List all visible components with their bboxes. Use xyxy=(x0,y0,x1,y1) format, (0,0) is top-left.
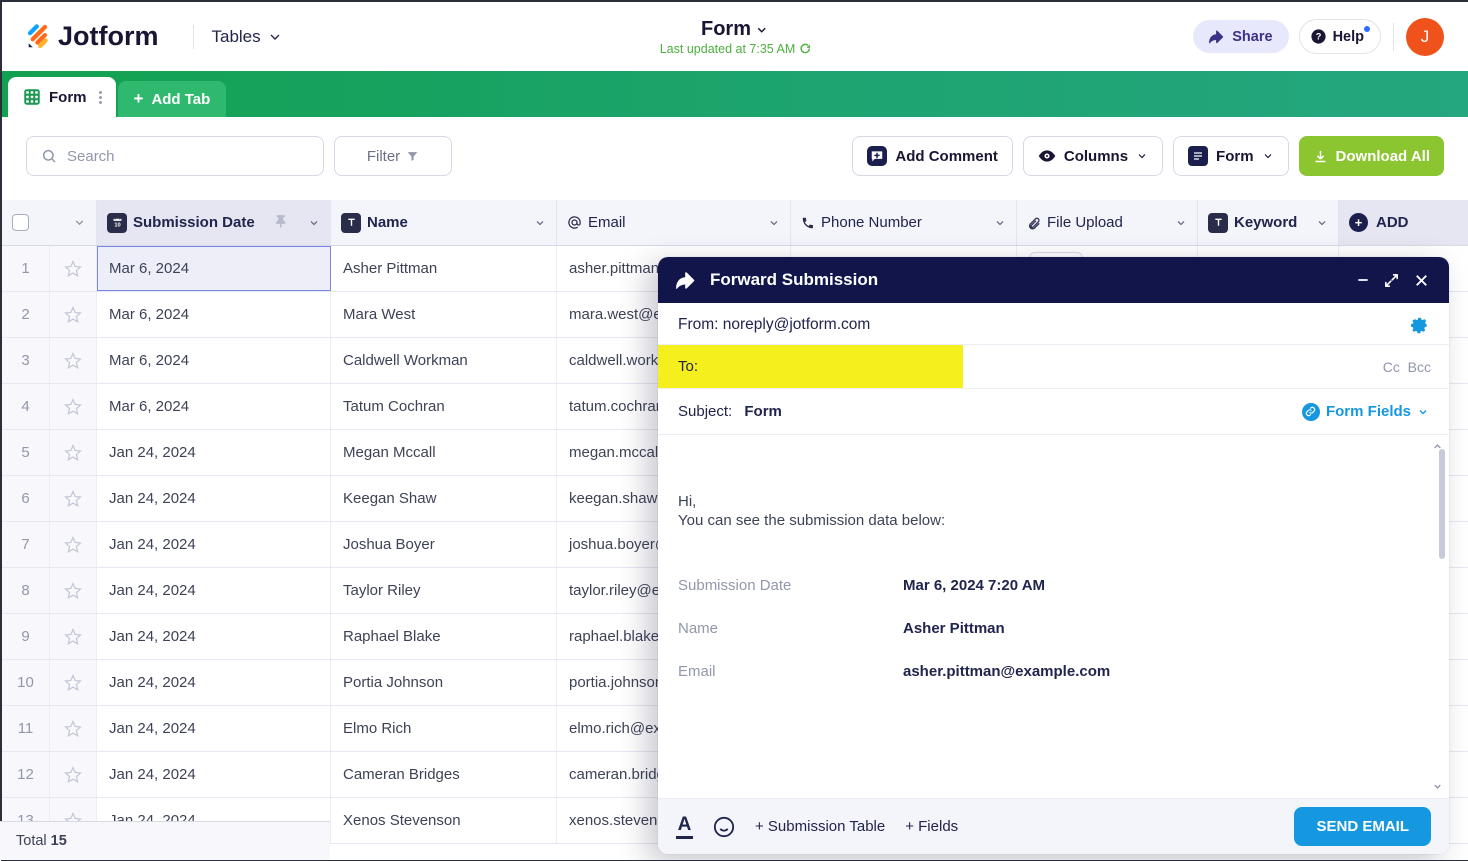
svg-text:?: ? xyxy=(1315,32,1321,42)
svg-text:10: 10 xyxy=(114,223,120,229)
